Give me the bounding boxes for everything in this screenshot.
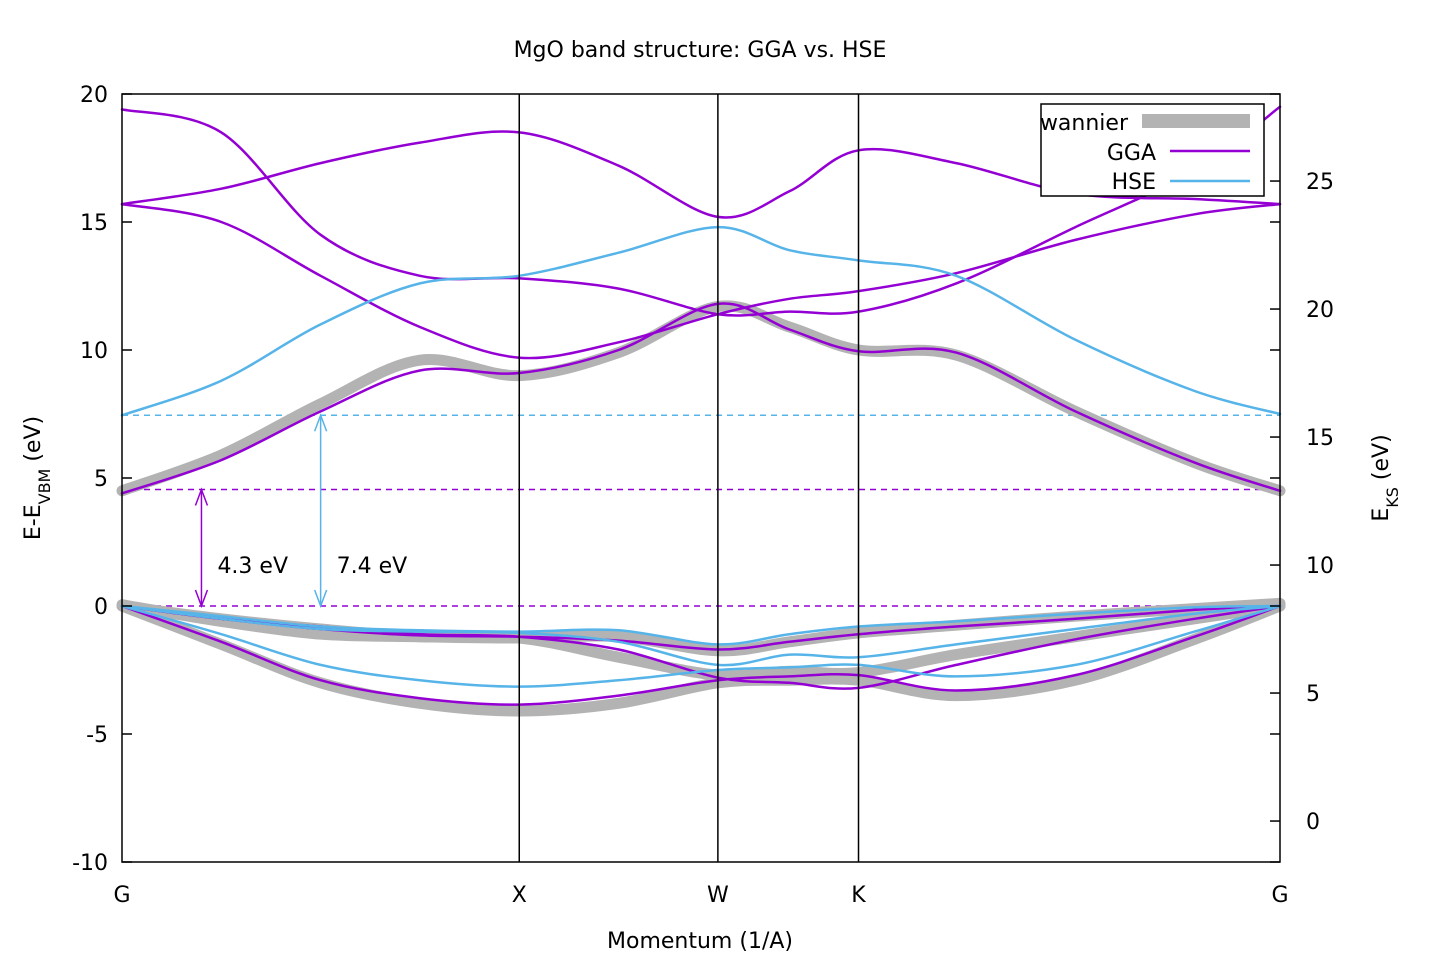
x-tick-label-0: G [113, 883, 130, 908]
y-axis-label-unit: (eV) [21, 416, 46, 469]
y-tick-label-1: -5 [86, 723, 108, 748]
y-tick-label-5: 15 [80, 211, 108, 236]
y2-tick-label-2: 10 [1306, 554, 1334, 579]
y2-tick-label-3: 15 [1306, 426, 1334, 451]
gap-arrow-head-top-1 [313, 413, 328, 432]
y-tick-label-4: 10 [80, 339, 108, 364]
y2-axis-label-sub: KS [1383, 487, 1402, 508]
y-tick-label-0: -10 [72, 851, 108, 876]
gap-arrow-head-bottom-1 [313, 589, 328, 609]
x-axis-label: Momentum (1/A) [607, 929, 793, 954]
gap-arrow-1: 7.4 eV [313, 413, 408, 609]
legend: wannier GGA HSE [1040, 103, 1265, 197]
y2-axis-label-unit: (eV) [1369, 434, 1394, 487]
y-tick-label-6: 20 [80, 83, 108, 108]
hse-band-0 [120, 225, 1282, 417]
legend-label-hse: HSE [1112, 170, 1156, 195]
chart-title: MgO band structure: GGA vs. HSE [514, 38, 887, 63]
y-axis-label: E-EVBM (eV) [21, 416, 54, 540]
gga-band-1 [120, 202, 1282, 360]
y-tick-label-3: 5 [94, 467, 108, 492]
y-axis-label-sub: VBM [35, 469, 54, 505]
y2-tick-label-4: 20 [1306, 298, 1334, 323]
gap-arrows: 4.3 eV 7.4 eV [194, 413, 408, 609]
y2-tick-label-1: 5 [1306, 682, 1320, 707]
right-axis: 0 5 10 15 20 25 [1270, 170, 1334, 835]
gap-label-1: 7.4 eV [337, 554, 408, 579]
x-tick-label-1: X [512, 883, 527, 908]
y2-axis-label: EKS (eV) [1369, 434, 1402, 521]
k-point-divider-lines [518, 94, 860, 862]
y-tick-label-2: 0 [94, 595, 108, 620]
x-tick-label-3: K [851, 883, 866, 908]
gga-band-3 [120, 105, 1282, 317]
x-tick-label-4: G [1271, 883, 1288, 908]
y2-axis-label-main: E [1369, 508, 1394, 522]
y2-tick-label-0: 0 [1306, 810, 1320, 835]
y-axis-label-main: E-E [21, 504, 46, 540]
legend-label-gga: GGA [1107, 141, 1156, 166]
legend-label-wannier: wannier [1040, 111, 1129, 136]
gap-arrow-head-bottom-0 [194, 589, 209, 609]
left-axis: -10 -5 0 5 10 15 20 [72, 83, 1280, 876]
x-tick-label-2: W [707, 883, 729, 908]
gap-arrow-0: 4.3 eV [194, 487, 288, 609]
gap-arrow-head-top-0 [194, 487, 209, 506]
y2-tick-label-5: 25 [1306, 170, 1334, 195]
gap-label-0: 4.3 eV [217, 554, 288, 579]
